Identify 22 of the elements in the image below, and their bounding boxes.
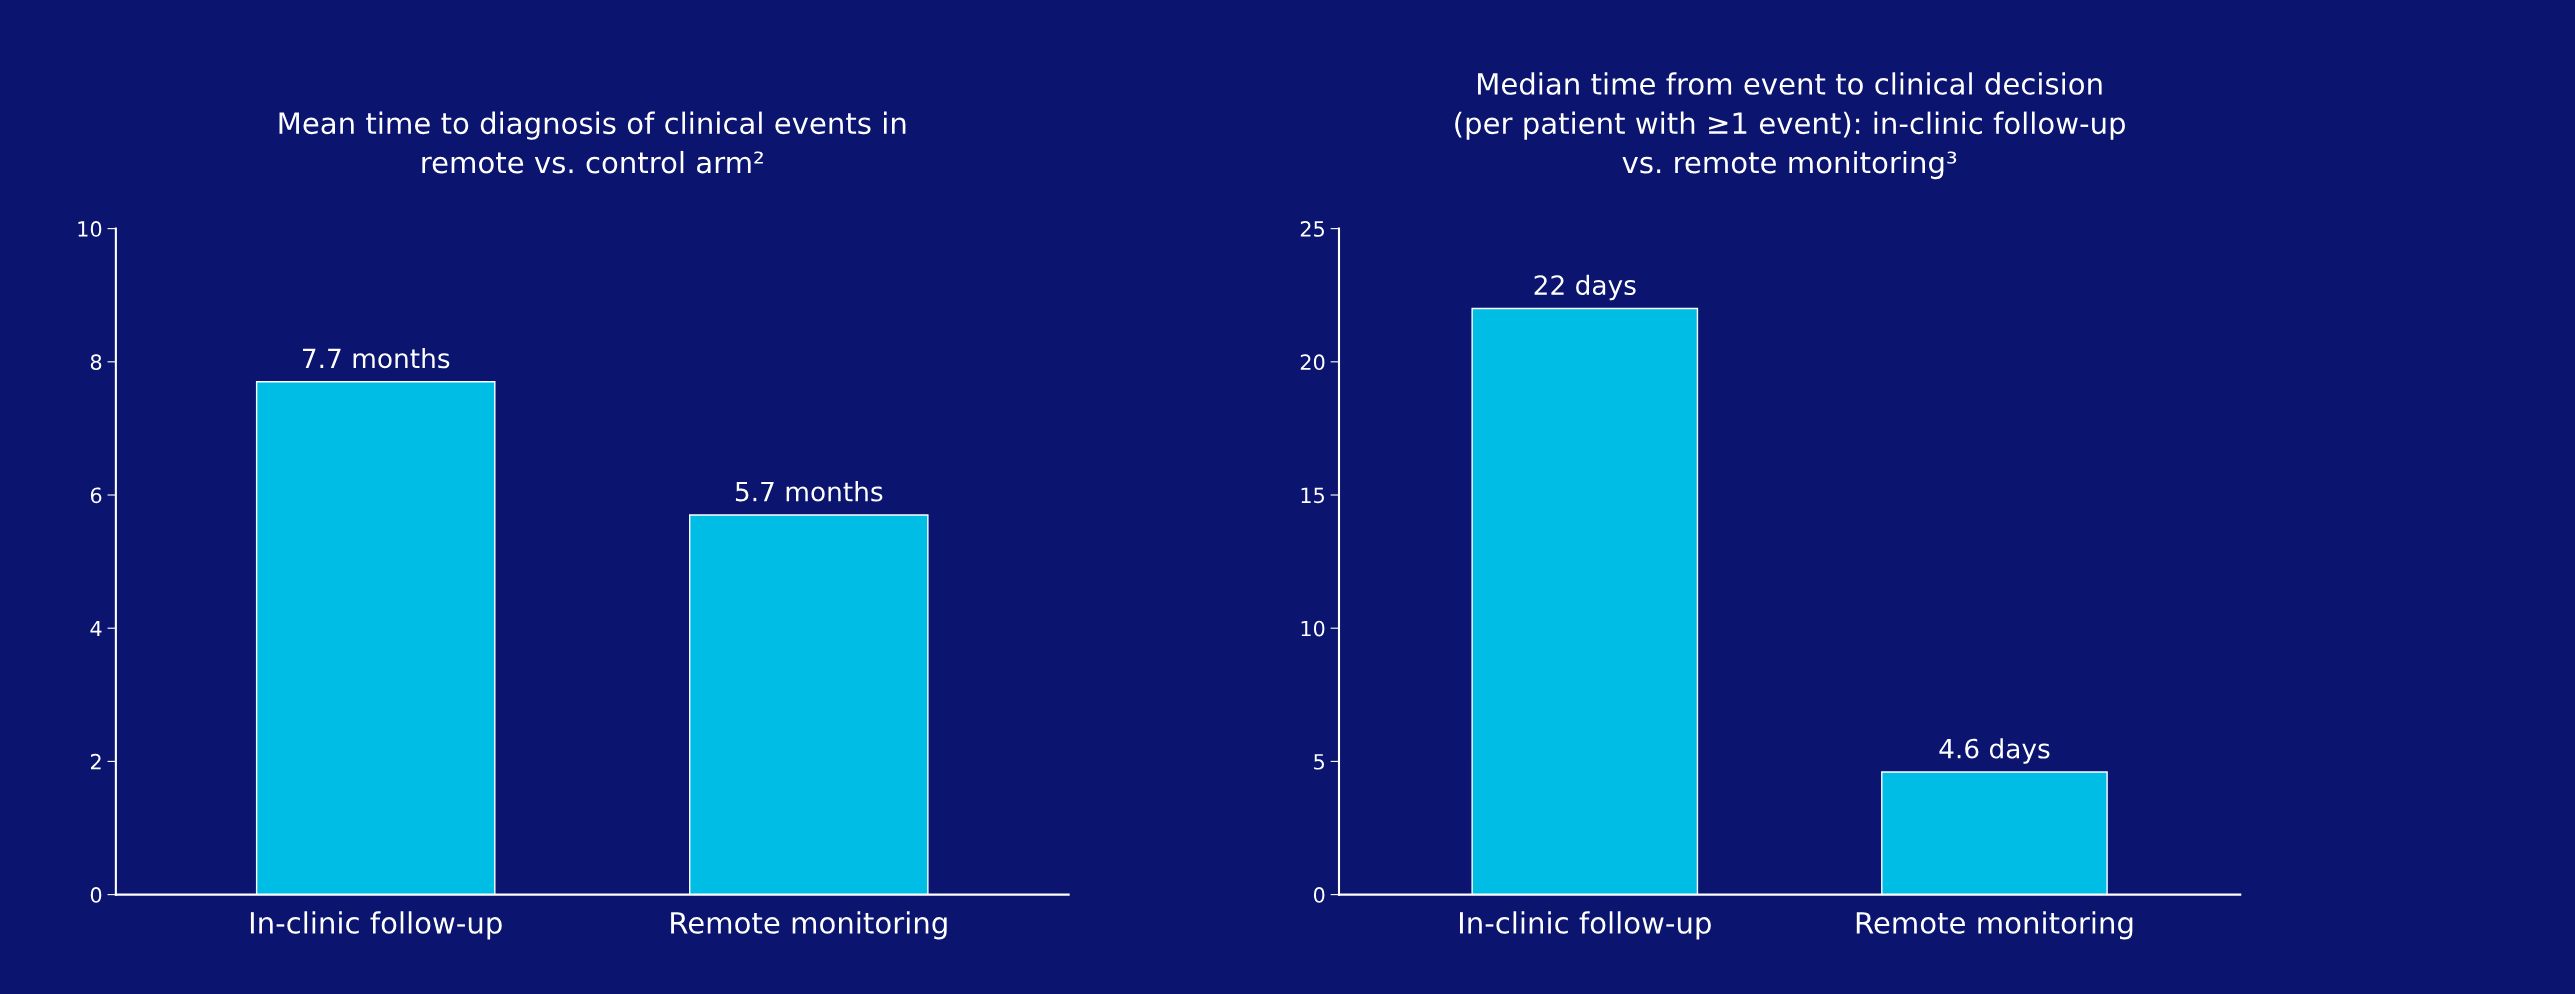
x-tick-label: Remote monitoring	[671, 911, 947, 940]
y-tick-label: 4	[90, 620, 102, 637]
y-tick-label: 10	[78, 221, 102, 237]
data-label: 4.6 days	[1939, 738, 2050, 764]
y-tick-label: 2	[90, 753, 101, 770]
x-tick-label: In-clinic follow-up	[250, 911, 502, 940]
y-tick-label: 0	[90, 887, 102, 903]
x-tick-label: In-clinic follow-up	[1460, 911, 1711, 940]
chart-title: Mean time to diagnosis of clinical events in remote vs. control arm²	[279, 111, 906, 174]
y-tick-label: 0	[1313, 887, 1325, 903]
data-label: 5.7 months	[735, 481, 883, 502]
data-label: 22 days	[1534, 274, 1636, 301]
y-tick-label: 15	[1301, 487, 1324, 504]
x-tick-label: Remote monitoring	[1856, 911, 2133, 940]
data-label: 7.7 months	[303, 347, 450, 369]
chart-title: Median time from event to clinical decision (per patient with ≥1 event): in-clinic follow-up vs. remote monitoring³	[1455, 72, 2125, 180]
y-tick-label: 6	[90, 487, 102, 504]
y-tick-label: 20	[1300, 354, 1325, 371]
y-tick-label: 8	[90, 354, 102, 371]
y-tick-label: 10	[1301, 620, 1325, 637]
y-tick-label: 25	[1300, 221, 1324, 237]
y-tick-label: 5	[1314, 754, 1324, 770]
